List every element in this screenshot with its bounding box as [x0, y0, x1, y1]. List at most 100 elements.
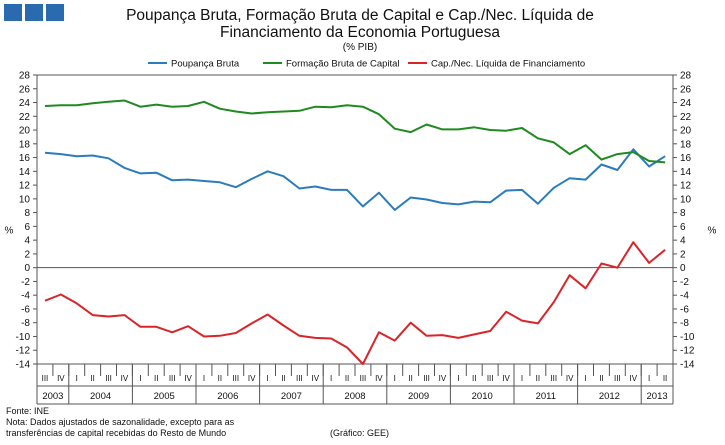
y-tick-label-right: 16 — [680, 153, 692, 164]
quarter-label: II — [218, 374, 222, 383]
y-tick-label-left: -6 — [21, 304, 30, 315]
y-tick-label-right: 18 — [680, 139, 692, 150]
quarter-label: II — [536, 374, 540, 383]
quarter-label: III — [296, 374, 303, 383]
quarter-label: II — [281, 374, 285, 383]
quarter-label: II — [663, 374, 667, 383]
y-tick-label-right: 4 — [680, 236, 686, 247]
y-tick-label-right: -8 — [680, 318, 689, 329]
chart-credit: (Gráfico: GEE) — [330, 428, 390, 438]
y-tick-label-right: 14 — [680, 167, 692, 178]
quarter-label: II — [90, 374, 94, 383]
y-tick-label-right: 0 — [680, 263, 686, 274]
quarter-label: IV — [439, 374, 447, 383]
y-tick-label-left: -2 — [21, 277, 30, 288]
y-tick-label-right: -4 — [680, 291, 689, 302]
y-tick-label-right: 12 — [680, 181, 692, 192]
y-tick-label-left: 22 — [19, 112, 31, 123]
year-label: 2005 — [154, 391, 175, 402]
y-tick-label-left: 16 — [19, 153, 31, 164]
y-tick-label-right: -2 — [680, 277, 689, 288]
quarter-label: I — [648, 374, 650, 383]
quarter-label: IV — [375, 374, 383, 383]
y-tick-label-left: 10 — [19, 194, 31, 205]
quarter-label: I — [203, 374, 205, 383]
y-axis-label-left: % — [5, 225, 14, 236]
quarter-label: III — [42, 374, 49, 383]
y-tick-label-left: 28 — [19, 71, 31, 82]
chart-title-line-2: Financiamento da Economia Portuguesa — [219, 24, 501, 41]
quarter-label: IV — [184, 374, 192, 383]
y-tick-label-right: -12 — [680, 346, 695, 357]
quarter-label: III — [614, 374, 621, 383]
year-label: 2013 — [647, 391, 668, 402]
quarter-label: II — [599, 374, 603, 383]
y-tick-label-left: 8 — [24, 208, 30, 219]
y-tick-label-left: 18 — [19, 139, 31, 150]
quarter-label: IV — [57, 374, 65, 383]
y-tick-label-right: 6 — [680, 222, 686, 233]
year-label: 2011 — [536, 391, 556, 402]
y-tick-label-left: -4 — [21, 291, 30, 302]
y-tick-label-left: 2 — [24, 249, 30, 260]
quarter-label: II — [408, 374, 412, 383]
year-label: 2006 — [217, 391, 238, 402]
y-tick-label-left: 4 — [24, 236, 30, 247]
quarter-label: III — [360, 374, 367, 383]
quarter-label: I — [139, 374, 141, 383]
logo-square-3 — [46, 4, 64, 21]
y-tick-label-left: 12 — [19, 181, 31, 192]
logo-square-1 — [4, 4, 22, 21]
quarter-label: III — [550, 374, 557, 383]
year-label: 2007 — [281, 391, 302, 402]
quarter-label: III — [232, 374, 239, 383]
y-tick-label-right: -6 — [680, 304, 689, 315]
year-label: 2010 — [472, 391, 493, 402]
series-line-1 — [44, 148, 666, 211]
y-tick-label-left: 24 — [19, 98, 31, 109]
y-tick-label-right: 22 — [680, 112, 692, 123]
y-tick-label-right: -14 — [680, 360, 695, 371]
chart-title-line-1: Poupança Bruta, Formação Bruta de Capita… — [126, 7, 594, 24]
year-label: 2003 — [42, 391, 63, 402]
quarter-label: IV — [121, 374, 129, 383]
chart-subtitle: (% PIB) — [342, 42, 378, 53]
year-label: 2012 — [599, 391, 620, 402]
y-tick-label-right: 8 — [680, 208, 686, 219]
y-tick-label-right: 24 — [680, 98, 692, 109]
quarter-label: III — [169, 374, 176, 383]
quarter-label: III — [487, 374, 494, 383]
series-line-2 — [44, 99, 666, 164]
y-tick-label-right: 26 — [680, 84, 692, 95]
y-axis-label-right: % — [708, 225, 717, 236]
legend-label-1: Poupança Bruta — [171, 59, 240, 70]
quarter-label: IV — [502, 374, 510, 383]
quarter-label: I — [394, 374, 396, 383]
y-tick-label-left: 14 — [19, 167, 31, 178]
y-tick-label-left: -8 — [21, 318, 30, 329]
year-label: 2009 — [408, 391, 429, 402]
quarter-label: III — [423, 374, 430, 383]
quarter-label: I — [76, 374, 78, 383]
y-tick-label-left: 26 — [19, 84, 31, 95]
y-tick-label-right: 10 — [680, 194, 692, 205]
quarter-label: I — [457, 374, 459, 383]
quarter-label: IV — [311, 374, 319, 383]
y-tick-label-right: 20 — [680, 126, 692, 137]
quarter-label: III — [105, 374, 112, 383]
y-tick-label-right: 2 — [680, 249, 686, 260]
y-tick-label-left: -12 — [16, 346, 31, 357]
quarter-label: II — [345, 374, 349, 383]
source-note: Fonte: INE — [6, 406, 50, 416]
quarter-label: II — [472, 374, 476, 383]
year-label: 2004 — [90, 391, 111, 402]
y-tick-label-right: 28 — [680, 71, 692, 82]
quarter-label: I — [584, 374, 586, 383]
quarter-label: IV — [248, 374, 256, 383]
logo-square-2 — [25, 4, 43, 21]
y-tick-label-right: -10 — [680, 332, 695, 343]
legend-label-3: Cap./Nec. Líquida de Financiamento — [431, 59, 585, 70]
y-tick-label-left: -14 — [16, 360, 31, 371]
quarter-label: I — [330, 374, 332, 383]
